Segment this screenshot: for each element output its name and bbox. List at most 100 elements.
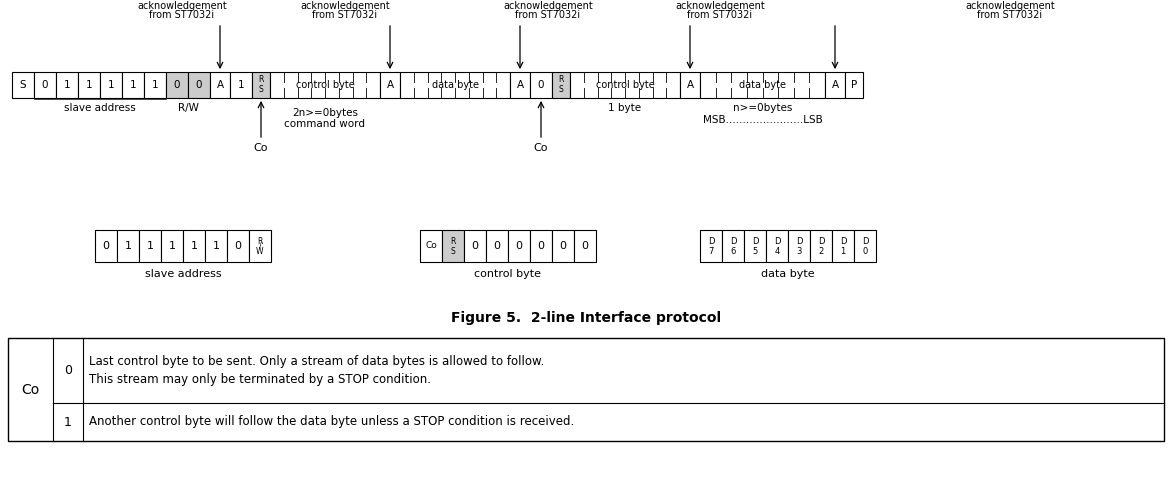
Text: command word: command word	[285, 119, 366, 129]
Bar	[825, 72, 845, 98]
Text: 1: 1	[151, 80, 158, 90]
Bar	[161, 230, 183, 262]
Text: control byte: control byte	[295, 80, 354, 90]
Text: D: D	[796, 237, 803, 245]
Text: MSB.......................LSB: MSB.......................LSB	[703, 115, 823, 125]
Text: P: P	[851, 80, 857, 90]
Bar	[810, 230, 832, 262]
Bar	[117, 230, 139, 262]
Text: 1: 1	[130, 80, 136, 90]
Text: 2: 2	[818, 246, 824, 256]
Text: Co: Co	[21, 383, 40, 397]
Text: 1: 1	[64, 415, 71, 428]
Bar	[122, 72, 144, 98]
Bar	[380, 72, 400, 98]
Bar	[230, 72, 252, 98]
Bar	[722, 230, 744, 262]
Bar	[210, 72, 230, 98]
Bar	[34, 72, 56, 98]
Text: W: W	[257, 246, 264, 256]
Text: 1: 1	[108, 80, 115, 90]
Text: 0: 0	[516, 241, 523, 251]
Text: D: D	[861, 237, 868, 245]
Text: A: A	[217, 80, 224, 90]
Text: 0: 0	[863, 246, 867, 256]
Bar	[700, 230, 722, 262]
Text: data byte: data byte	[740, 80, 786, 90]
Text: 0: 0	[538, 80, 544, 90]
Text: 0: 0	[559, 241, 566, 251]
Bar	[788, 230, 810, 262]
Text: from ST7032i: from ST7032i	[516, 10, 580, 20]
Text: 1: 1	[212, 241, 219, 251]
Text: A: A	[517, 80, 524, 90]
Text: S: S	[20, 80, 26, 90]
Text: R: R	[558, 75, 564, 85]
Bar	[486, 230, 507, 262]
Text: data byte: data byte	[431, 80, 478, 90]
Text: 0: 0	[471, 241, 478, 251]
Text: 1: 1	[146, 241, 154, 251]
Bar	[139, 230, 161, 262]
Text: data byte: data byte	[761, 269, 815, 279]
Text: 2n>=0bytes: 2n>=0bytes	[292, 108, 357, 118]
Text: A: A	[687, 80, 694, 90]
Bar	[574, 230, 597, 262]
Bar	[744, 230, 766, 262]
Bar	[680, 72, 700, 98]
Text: D: D	[818, 237, 824, 245]
Text: Figure 5.  2-line Interface protocol: Figure 5. 2-line Interface protocol	[451, 311, 721, 325]
Text: control byte: control byte	[475, 269, 541, 279]
Bar	[552, 72, 570, 98]
Text: S: S	[259, 85, 264, 95]
Text: D: D	[730, 237, 736, 245]
Text: 0: 0	[581, 241, 588, 251]
Bar	[530, 230, 552, 262]
Text: 1 byte: 1 byte	[608, 103, 641, 113]
Text: 0: 0	[538, 241, 545, 251]
Bar	[854, 230, 875, 262]
Text: D: D	[840, 237, 846, 245]
Text: S: S	[559, 85, 564, 95]
Text: /: /	[259, 242, 261, 251]
Text: Co: Co	[254, 143, 268, 153]
Bar	[570, 72, 680, 98]
Text: S: S	[450, 246, 456, 256]
Text: from ST7032i: from ST7032i	[313, 10, 377, 20]
Bar	[8, 338, 1164, 441]
Bar	[420, 230, 442, 262]
Text: slave address: slave address	[64, 103, 136, 113]
Text: 5: 5	[752, 246, 757, 256]
Text: 1: 1	[63, 80, 70, 90]
Text: Another control byte will follow the data byte unless a STOP condition is receiv: Another control byte will follow the dat…	[89, 415, 574, 428]
Bar	[845, 72, 863, 98]
Text: 0: 0	[173, 80, 180, 90]
Text: Last control byte to be sent. Only a stream of data bytes is allowed to follow.
: Last control byte to be sent. Only a str…	[89, 355, 544, 386]
Text: acknowledgement: acknowledgement	[965, 1, 1055, 11]
Text: 0: 0	[102, 241, 109, 251]
Text: from ST7032i: from ST7032i	[150, 10, 214, 20]
Bar	[270, 72, 380, 98]
Text: acknowledgement: acknowledgement	[137, 1, 227, 11]
Bar	[832, 230, 854, 262]
Bar	[700, 72, 825, 98]
Text: 1: 1	[191, 241, 198, 251]
Text: n>=0bytes: n>=0bytes	[732, 103, 792, 113]
Bar	[510, 72, 530, 98]
Text: R/W: R/W	[178, 103, 198, 113]
Text: control byte: control byte	[595, 80, 654, 90]
Text: 0: 0	[64, 364, 71, 377]
Text: 1: 1	[840, 246, 846, 256]
Text: slave address: slave address	[144, 269, 222, 279]
Text: R: R	[450, 237, 456, 245]
Bar	[507, 230, 530, 262]
Text: 1: 1	[169, 241, 176, 251]
Text: 1: 1	[86, 80, 93, 90]
Text: 0: 0	[42, 80, 48, 90]
Bar	[56, 72, 79, 98]
Text: 4: 4	[775, 246, 779, 256]
Bar	[12, 72, 34, 98]
Text: D: D	[774, 237, 781, 245]
Text: acknowledgement: acknowledgement	[300, 1, 390, 11]
Text: from ST7032i: from ST7032i	[977, 10, 1043, 20]
